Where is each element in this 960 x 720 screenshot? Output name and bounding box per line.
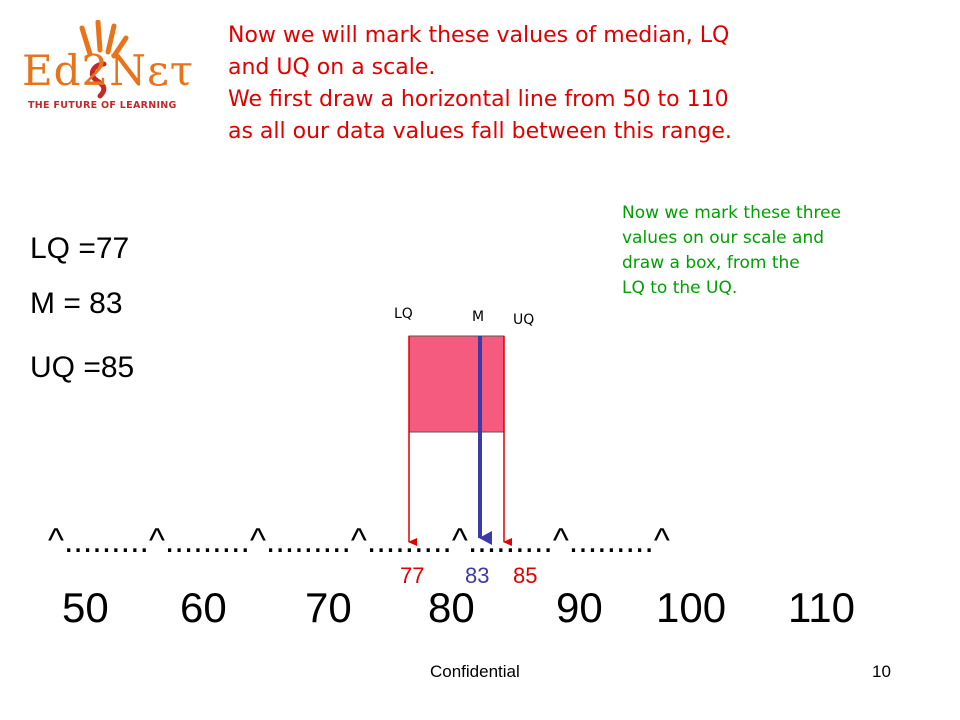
stat-median: M = 83 xyxy=(30,287,123,320)
mark-value-lq: 77 xyxy=(400,563,425,588)
box-label-median: M xyxy=(472,309,485,325)
instruction-note: Now we mark these three values on our sc… xyxy=(622,201,841,301)
mark-value-uq: 85 xyxy=(513,563,538,588)
scale-tick-label: 70 xyxy=(305,584,352,631)
footer-confidential: Confidential xyxy=(430,662,520,681)
number-scale-line: ^.........^.........^.........^.........… xyxy=(48,522,670,560)
logo-rays-icon xyxy=(79,19,129,99)
box-label-uq: UQ xyxy=(513,312,535,328)
note-line: LQ to the UQ. xyxy=(622,278,738,298)
scale-tick-label: 80 xyxy=(428,584,475,631)
note-line: values on our scale and xyxy=(622,228,825,248)
note-line: Now we mark these three xyxy=(622,203,841,223)
stat-lq: LQ =77 xyxy=(30,232,130,265)
stat-uq: UQ =85 xyxy=(30,351,135,384)
logo xyxy=(22,19,212,120)
scale-tick-label: 100 xyxy=(656,584,727,631)
box-label-lq: LQ xyxy=(394,306,413,322)
intro-text: Now we will mark these values of median,… xyxy=(228,20,948,148)
intro-line: as all our data values fall between this… xyxy=(228,119,732,144)
logo-tagline: THE FUTURE OF LEARNING xyxy=(28,100,177,111)
scale-tick-label: 60 xyxy=(180,584,227,631)
mark-value-median: 83 xyxy=(465,563,490,588)
note-line: draw a box, from the xyxy=(622,253,800,273)
intro-line: We first draw a horizontal line from 50 … xyxy=(228,87,729,112)
scale-tick-label: 110 xyxy=(788,584,855,631)
page-number: 10 xyxy=(872,662,891,681)
intro-line: Now we will mark these values of median,… xyxy=(228,23,730,48)
intro-line: and UQ on a scale. xyxy=(228,55,436,80)
logo-wordmark: Ed2Nετ xyxy=(22,46,195,95)
scale-tick-label: 50 xyxy=(62,584,109,631)
scale-tick-label: 90 xyxy=(556,584,603,631)
lq-uq-box xyxy=(408,335,505,433)
